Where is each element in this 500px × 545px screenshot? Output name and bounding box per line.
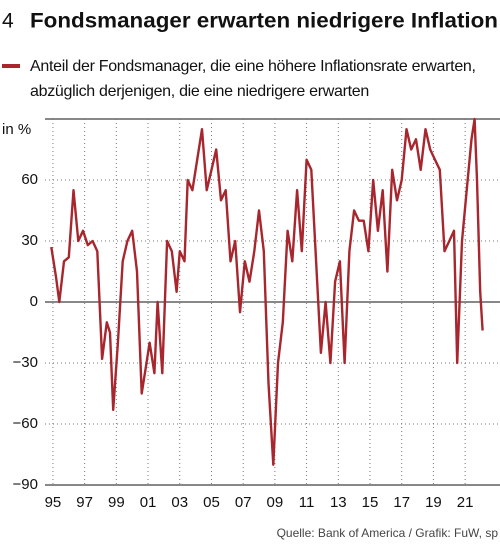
x-tick-label: 11	[299, 494, 315, 511]
x-tick-label: 21	[457, 494, 474, 511]
y-axis-label: in %	[2, 121, 31, 138]
x-tick-label: 15	[362, 494, 379, 511]
x-tick-label: 01	[140, 494, 157, 511]
legend-text: Anteil der Fondsmanager, die eine höhere…	[30, 58, 476, 100]
x-tick-label: 03	[171, 494, 188, 511]
x-tick-label: 09	[267, 494, 284, 511]
source: Quelle: Bank of America / Grafik: FuW, s…	[277, 526, 499, 540]
chart-number: 4	[2, 10, 14, 33]
x-tick-label: 17	[393, 494, 410, 511]
x-tick-label: 07	[235, 494, 252, 511]
y-tick-label: 0	[30, 293, 38, 310]
x-tick-label: 95	[45, 494, 62, 511]
legend-box: Anteil der Fondsmanager, die eine höhere…	[30, 58, 476, 100]
x-tick-label: 19	[425, 494, 442, 511]
x-tick-label: 05	[203, 494, 220, 511]
y-tick-label: 30	[21, 232, 38, 249]
x-tick-label: 13	[330, 494, 347, 511]
chart-title: Fondsmanager erwarten niedrigere Inflati…	[30, 10, 498, 33]
x-tick-label: 97	[76, 494, 93, 511]
y-tick-label: −30	[13, 354, 38, 371]
y-tick-label: 60	[21, 171, 38, 188]
y-tick-label: −60	[13, 415, 38, 432]
x-tick-label: 99	[108, 494, 125, 511]
y-tick-label: −90	[13, 476, 38, 493]
data-line	[50, 117, 484, 466]
